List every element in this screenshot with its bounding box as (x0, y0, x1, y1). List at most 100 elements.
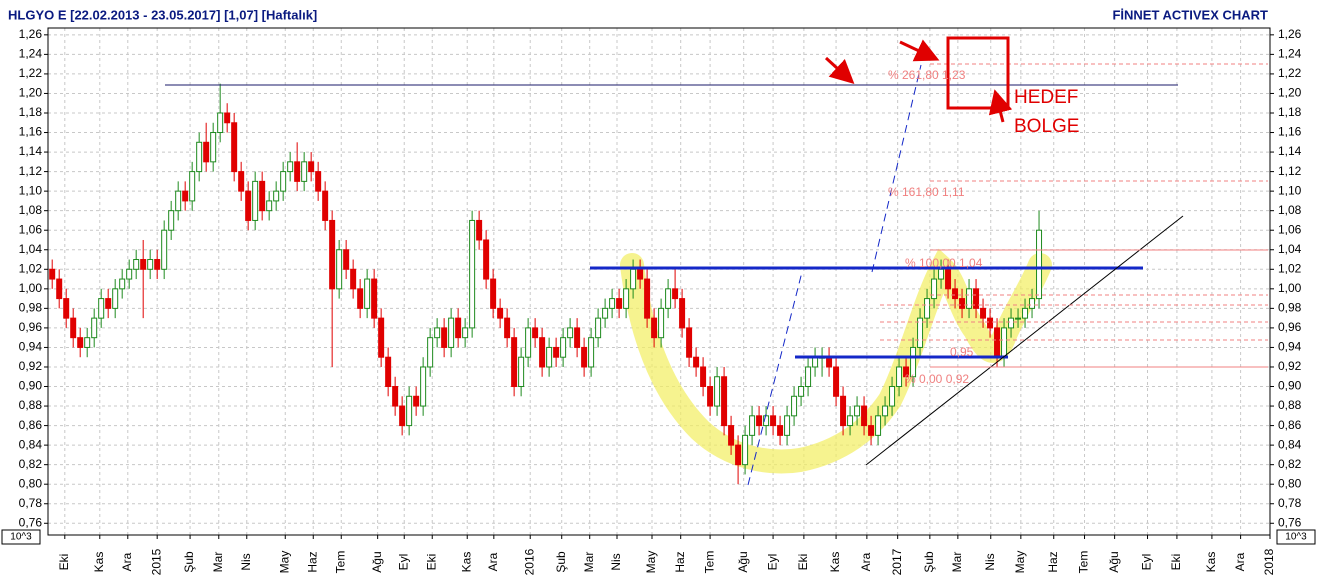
candle-body (728, 425, 735, 446)
candle-body (595, 317, 602, 339)
candle-body (721, 376, 728, 427)
candle-body (931, 278, 938, 300)
x-tick-label: Ara (859, 552, 873, 571)
x-tick-label: Eki (57, 554, 71, 571)
candle-body (413, 395, 420, 407)
x-tick-label: 2018 (1262, 548, 1276, 575)
x-tick-label: Tem (702, 551, 716, 574)
candle-body (707, 386, 714, 407)
y-tick-label: 0,92 (19, 359, 43, 373)
candle-body (147, 259, 154, 270)
candle-body (763, 415, 770, 427)
candle-body (196, 141, 203, 173)
candle-body (175, 190, 182, 212)
fib-label: % 0,00 0,92 (905, 372, 969, 386)
candle-body (854, 405, 861, 417)
candle-body (168, 210, 175, 231)
candle-body (973, 288, 980, 309)
candle-body (112, 288, 119, 309)
candle-body (315, 171, 322, 192)
candle-body (903, 366, 910, 378)
candle-body (1008, 317, 1015, 329)
candle-body (672, 288, 679, 300)
candle-body (679, 298, 686, 329)
y-tick-label: 0,78 (19, 496, 43, 510)
y2-tick-label: 0,98 (1278, 301, 1302, 315)
candle-body (987, 317, 994, 329)
y-tick-label: 1,00 (19, 281, 43, 295)
candle-body (189, 171, 196, 202)
x-tick-label: Ağu (370, 551, 384, 572)
candle-body (238, 171, 245, 192)
x-tick-label: Kas (1204, 552, 1218, 573)
fib-label: % 100,00 1,04 (905, 256, 983, 270)
candle-body (133, 259, 140, 270)
candle-body (476, 219, 483, 241)
x-tick-label: Eki (1169, 554, 1183, 571)
candle-body (231, 122, 238, 173)
candle-body (735, 444, 742, 466)
candle-body (567, 327, 574, 339)
y-tick-label: 1,02 (19, 261, 43, 275)
candle-body (161, 229, 168, 270)
candle-body (581, 346, 588, 368)
y2-tick-label: 1,10 (1278, 183, 1302, 197)
arrow (988, 89, 1013, 123)
drawings: % 261,80 1,23 % 161,80 1,11 % 100,00 1,04%… (165, 36, 1268, 486)
y-tick-label: 0,88 (19, 398, 43, 412)
candle-body (322, 190, 329, 221)
y2-tick-label: 0,90 (1278, 379, 1302, 393)
candle-body (217, 112, 224, 134)
candle-body (784, 415, 791, 436)
candle-body (392, 386, 399, 407)
y2-tick-label: 0,94 (1278, 340, 1302, 354)
candle-body (1036, 229, 1043, 300)
x-tick-label: 2017 (890, 548, 904, 575)
y2-tick-label: 1,14 (1278, 144, 1302, 158)
candle-body (301, 161, 308, 182)
y2-tick-label: 0,78 (1278, 496, 1302, 510)
candle-body (910, 346, 917, 378)
candle-body (266, 200, 273, 212)
axes: 0,76 0,76 0,78 0,78 0,80 0,80 0,82 0,82 0,84 0,84… (19, 27, 1302, 575)
y2-tick-label: 1,00 (1278, 281, 1302, 295)
candle-body (847, 415, 854, 427)
y-tick-label: 1,08 (19, 203, 43, 217)
candle-body (98, 298, 105, 319)
candle-body (770, 415, 777, 427)
candle-body (371, 278, 378, 319)
candle-body (273, 190, 280, 202)
y-tick-label: 0,84 (19, 437, 43, 451)
candle-body (1022, 307, 1029, 319)
corner-box (1, 529, 41, 545)
y-tick-label: 0,96 (19, 320, 43, 334)
y-tick-label: 1,20 (19, 86, 43, 100)
candle-body (868, 425, 875, 436)
candle-body (742, 434, 749, 466)
candle-body (518, 356, 525, 388)
candle-body (1015, 317, 1022, 320)
candle-body (686, 327, 693, 358)
x-tick-label: Eki (796, 554, 810, 571)
x-tick-label: Haz (305, 551, 319, 572)
x-tick-label: Ara (1233, 552, 1247, 571)
candle-body (203, 141, 210, 163)
fib-label: % 161,80 1,11 (888, 185, 965, 199)
candle-body (756, 415, 763, 427)
candle-body (574, 327, 581, 348)
candle-body (714, 376, 721, 407)
candle-body (798, 386, 805, 397)
y-tick-label: 1,26 (19, 27, 43, 41)
y2-tick-label: 0,76 (1278, 515, 1302, 529)
candle-body (609, 298, 616, 309)
y-tick-label: 0,94 (19, 340, 43, 354)
candle-body (84, 337, 91, 348)
y2-tick-label: 0,82 (1278, 457, 1302, 471)
candle-body (840, 395, 847, 427)
corner-label: 10^3 (1285, 532, 1307, 543)
candle-body (630, 268, 637, 290)
projection-line (871, 64, 922, 273)
y-tick-label: 0,90 (19, 379, 43, 393)
candle-body (308, 161, 315, 173)
candles (49, 83, 1043, 485)
